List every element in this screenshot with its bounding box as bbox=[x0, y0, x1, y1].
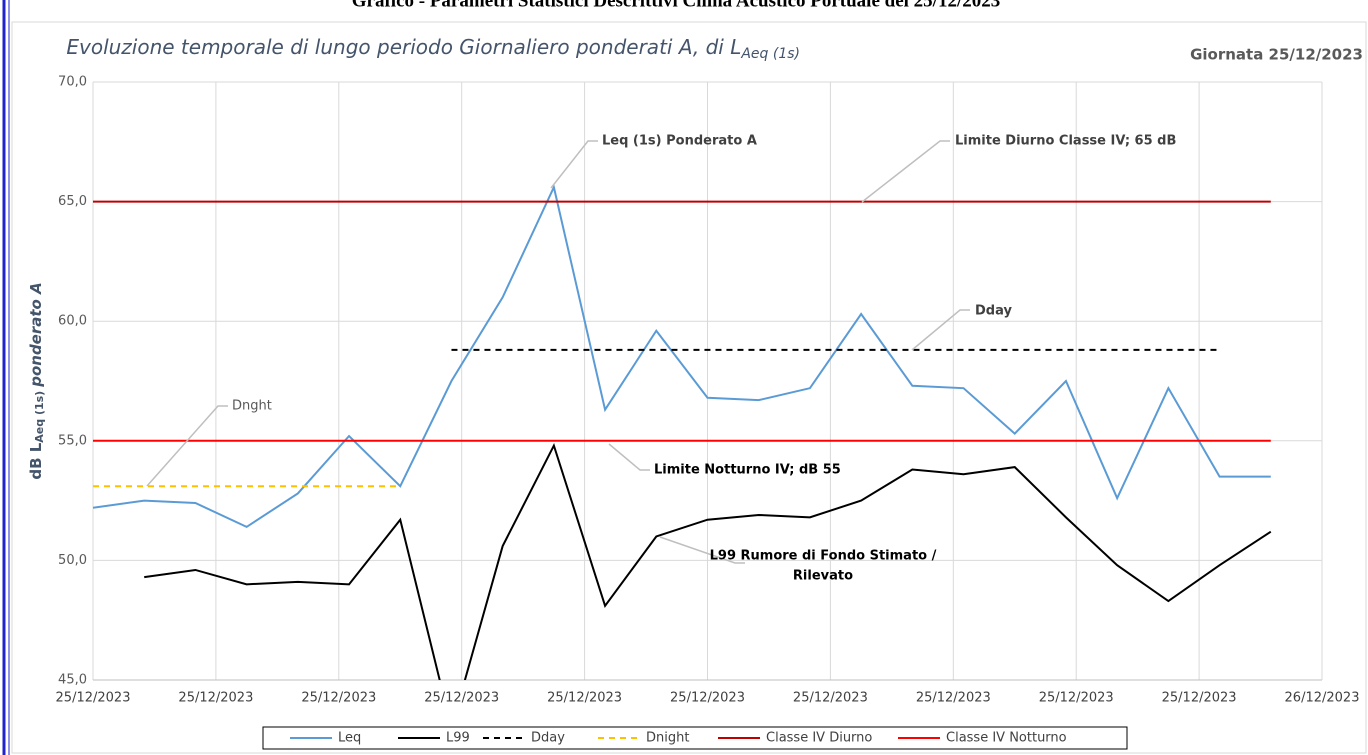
legend-label: Classe IV Diurno bbox=[766, 731, 872, 746]
annotation-leader bbox=[861, 140, 950, 203]
annotation: Dnght bbox=[232, 399, 272, 414]
chart-subtitle: Giornata 25/12/2023 bbox=[1190, 46, 1363, 64]
x-tick-label: 25/12/2023 bbox=[670, 691, 745, 706]
annotation: Dday bbox=[975, 304, 1012, 319]
series-line bbox=[93, 184, 1271, 529]
x-tick-label: 25/12/2023 bbox=[56, 691, 131, 706]
annotation-leader bbox=[659, 536, 745, 564]
chart-title: Evoluzione temporale di lungo periodo Gi… bbox=[66, 35, 800, 63]
title-subscript: Aeq (1s) bbox=[740, 46, 800, 62]
annotation-leader bbox=[911, 309, 970, 351]
annotation: Limite Diurno Classe IV; 65 dB bbox=[955, 134, 1176, 149]
y-tick-label: 50,0 bbox=[58, 553, 87, 568]
y-label-main: dB L bbox=[27, 442, 45, 479]
chart-frame bbox=[11, 21, 1367, 754]
legend-label: Dday bbox=[531, 731, 565, 746]
annotation-leader bbox=[608, 443, 650, 471]
annotation: Rilevato bbox=[793, 569, 853, 584]
y-tick-label: 45,0 bbox=[58, 673, 87, 688]
x-tick-label: 25/12/2023 bbox=[547, 691, 622, 706]
legend-label: Leq bbox=[338, 731, 361, 746]
x-tick-label: 25/12/2023 bbox=[793, 691, 868, 706]
title-main: Evoluzione temporale di lungo periodo Gi… bbox=[66, 35, 741, 59]
annotation: Leq (1s) Ponderato A bbox=[602, 134, 757, 149]
y-label-end: ponderato A bbox=[27, 282, 45, 387]
x-tick-label: 25/12/2023 bbox=[301, 691, 376, 706]
x-tick-label: 25/12/2023 bbox=[1039, 691, 1114, 706]
annotation-leader bbox=[550, 140, 598, 189]
legend-label: L99 bbox=[446, 731, 470, 746]
y-tick-label: 60,0 bbox=[58, 314, 87, 329]
legend-box bbox=[262, 726, 1128, 750]
page-header: Grafico - Parametri Statistici Descritti… bbox=[352, 0, 1000, 11]
series-line bbox=[144, 442, 1272, 680]
y-tick-label: 55,0 bbox=[58, 433, 87, 448]
x-tick-label: 25/12/2023 bbox=[178, 691, 253, 706]
x-tick-label: 25/12/2023 bbox=[424, 691, 499, 706]
annotation: Limite Notturno IV; dB 55 bbox=[654, 463, 841, 478]
y-tick-label: 70,0 bbox=[58, 75, 87, 90]
y-label-subscript: Aeq (1s) bbox=[33, 391, 46, 443]
x-tick-label: 26/12/2023 bbox=[1285, 691, 1360, 706]
y-axis-label: dB LAeq (1s) ponderato A bbox=[27, 282, 47, 479]
y-tick-label: 65,0 bbox=[58, 194, 87, 209]
x-tick-label: 25/12/2023 bbox=[916, 691, 991, 706]
x-tick-label: 25/12/2023 bbox=[1162, 691, 1237, 706]
legend-label: Dnight bbox=[646, 731, 689, 746]
annotation-leader bbox=[146, 405, 228, 487]
legend-label: Classe IV Notturno bbox=[946, 731, 1067, 746]
annotation: L99 Rumore di Fondo Stimato / bbox=[710, 549, 937, 564]
